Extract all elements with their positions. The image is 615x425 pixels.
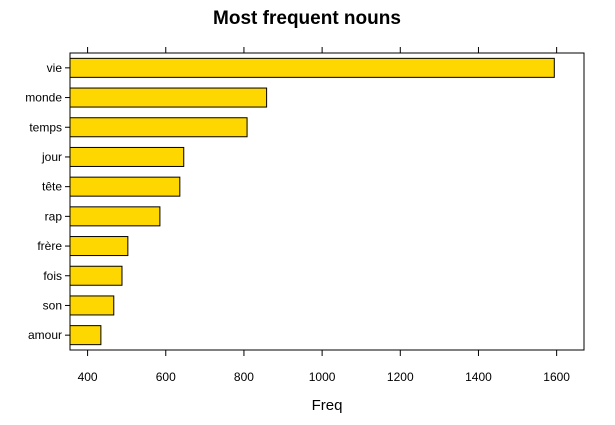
bar-3 <box>69 146 185 167</box>
y-tick-label-1: monde <box>25 91 62 105</box>
y-tick-label-0: vie <box>47 61 63 75</box>
y-tick-label-4: tête <box>42 180 62 194</box>
bar-2 <box>69 117 248 138</box>
x-tick-label-2: 800 <box>234 370 254 384</box>
y-tick-label-5: rap <box>45 209 63 223</box>
bar-4 <box>69 176 181 197</box>
bar-5 <box>69 206 161 227</box>
y-tick-label-9: amour <box>28 328 62 342</box>
x-tick-label-5: 1400 <box>465 370 492 384</box>
chart-title: Most frequent nouns <box>213 8 401 29</box>
y-tick-label-2: temps <box>29 120 62 134</box>
y-tick-label-3: jour <box>41 150 62 164</box>
x-tick-label-0: 400 <box>78 370 98 384</box>
bar-0 <box>69 57 555 78</box>
x-axis-ticks: 400 600 800 1000 1200 1400 1600 <box>78 47 570 384</box>
y-tick-labels: vie monde temps jour tête rap frère fois son amou… <box>25 61 70 342</box>
bar-9 <box>69 325 102 346</box>
bar-1 <box>69 87 268 108</box>
y-tick-label-7: fois <box>43 269 62 283</box>
x-axis-title: Freq <box>312 397 343 414</box>
y-tick-label-8: son <box>43 298 62 312</box>
bar-7 <box>69 265 123 286</box>
y-tick-label-6: frère <box>37 239 62 253</box>
bars-group <box>69 57 555 346</box>
x-tick-label-3: 1000 <box>309 370 336 384</box>
plot-frame <box>69 52 585 351</box>
bar-6 <box>69 236 129 257</box>
x-tick-label-1: 600 <box>156 370 176 384</box>
x-tick-label-6: 1600 <box>543 370 570 384</box>
bar-8 <box>69 295 115 316</box>
x-tick-label-4: 1200 <box>387 370 414 384</box>
